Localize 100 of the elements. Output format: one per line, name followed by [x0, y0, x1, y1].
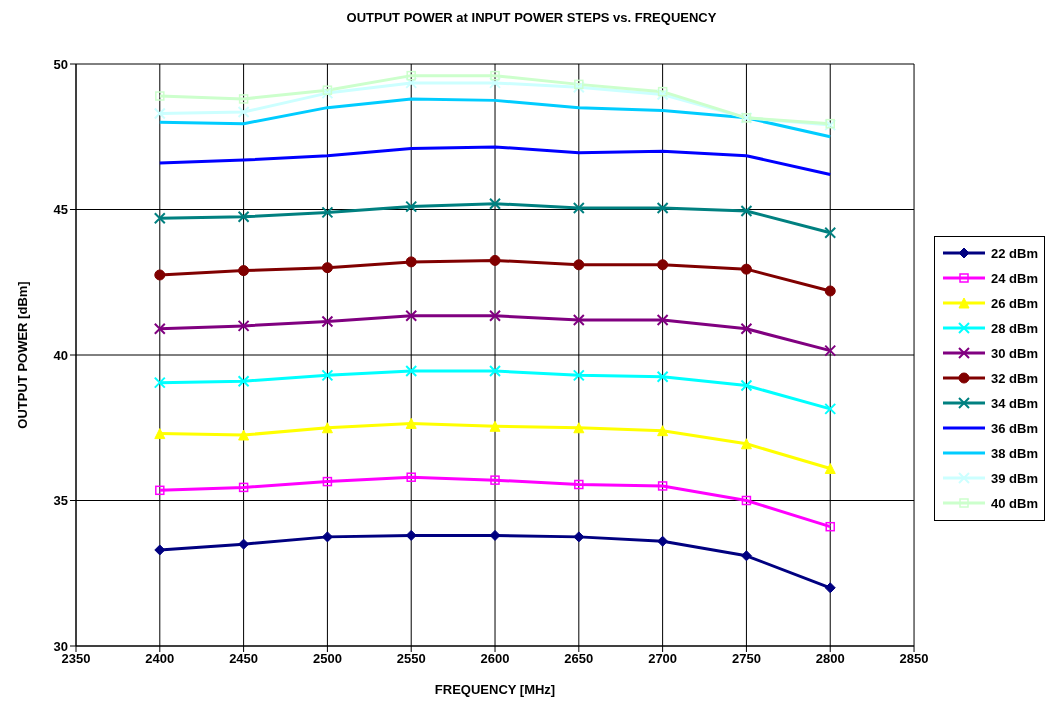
x-tick-label: 2650 — [564, 651, 594, 667]
point — [490, 475, 500, 485]
point — [656, 202, 669, 215]
point — [740, 204, 753, 217]
point — [824, 462, 836, 474]
point — [237, 319, 250, 332]
legend-label: 34 dBm — [991, 395, 1038, 411]
point — [154, 269, 166, 281]
point — [824, 402, 837, 415]
point — [489, 197, 502, 210]
point — [153, 376, 166, 389]
point — [825, 521, 835, 532]
point — [740, 379, 753, 392]
point — [237, 210, 250, 223]
legend-label: 26 dBm — [991, 295, 1038, 311]
point — [155, 485, 165, 496]
legend-label: 39 dBm — [991, 470, 1038, 486]
x-tick-label: 2400 — [145, 651, 175, 667]
point — [155, 91, 165, 101]
point — [824, 582, 836, 594]
y-axis-title: OUTPUT POWER [dBm] — [14, 281, 30, 429]
point — [657, 425, 669, 437]
point — [657, 535, 669, 547]
point — [405, 76, 418, 89]
y-tick-label: 50 — [53, 56, 68, 72]
legend-label: 36 dBm — [991, 420, 1038, 436]
point — [406, 70, 416, 81]
point — [405, 309, 418, 322]
legend-label: 38 dBm — [991, 445, 1038, 461]
y-tick-label: 40 — [53, 347, 68, 363]
point — [574, 79, 584, 90]
legend-label: 40 dBm — [991, 495, 1038, 511]
x-axis-title: FREQUENCY [MHz] — [434, 682, 556, 697]
point — [238, 265, 250, 277]
point — [321, 206, 334, 219]
x-tick-label: 2850 — [899, 651, 929, 667]
x-tick-label: 2800 — [815, 651, 845, 667]
line-series — [158, 145, 832, 177]
x-tick-label: 2350 — [61, 651, 91, 667]
x-tick-label: 2700 — [648, 651, 678, 667]
point — [490, 70, 500, 81]
point — [489, 309, 502, 322]
point — [657, 481, 668, 491]
point — [824, 285, 836, 297]
point — [321, 369, 334, 382]
point — [238, 94, 249, 104]
point — [322, 476, 333, 487]
point — [824, 226, 837, 239]
legend-label: 28 dBm — [991, 320, 1038, 336]
y-tick-label: 30 — [53, 638, 68, 654]
point — [740, 263, 752, 275]
point — [656, 314, 669, 327]
point — [572, 369, 585, 382]
point — [657, 259, 669, 271]
point — [154, 428, 166, 440]
point — [573, 422, 585, 434]
legend-label: 24 dBm — [991, 270, 1038, 286]
y-tick-label: 35 — [53, 493, 68, 509]
x-tick-label: 2600 — [480, 651, 510, 667]
point — [321, 315, 334, 328]
legend-label: 22 dBm — [991, 245, 1038, 261]
point — [153, 107, 166, 120]
point — [656, 370, 669, 383]
point — [405, 365, 418, 377]
legend-label: 32 dBm — [991, 370, 1038, 386]
point — [153, 212, 166, 225]
point — [489, 420, 501, 432]
x-tick-label: 2500 — [312, 651, 342, 667]
point — [824, 344, 837, 357]
point — [321, 87, 334, 100]
point — [237, 106, 250, 119]
legend-label: 30 dBm — [991, 345, 1038, 361]
point — [321, 422, 333, 434]
point — [740, 550, 752, 562]
point — [572, 81, 585, 94]
y-tick-label: 45 — [53, 202, 68, 218]
point — [489, 365, 502, 377]
point — [405, 256, 417, 268]
point — [573, 259, 585, 271]
point — [740, 322, 753, 335]
x-tick-label: 2450 — [229, 651, 259, 667]
point — [321, 262, 333, 274]
x-tick-label: 2750 — [731, 651, 761, 667]
point — [741, 495, 752, 506]
point — [657, 86, 668, 97]
point — [574, 479, 584, 490]
point — [238, 482, 249, 493]
point — [572, 314, 585, 327]
point — [740, 438, 752, 450]
point — [322, 85, 333, 95]
x-tick-label: 2550 — [396, 651, 426, 667]
point — [656, 88, 669, 101]
point — [405, 417, 417, 429]
line-series — [158, 97, 832, 139]
chart-title: OUTPUT POWER at INPUT POWER STEPS vs. FREQUENCY — [345, 9, 718, 27]
point — [489, 254, 501, 266]
point — [238, 429, 250, 441]
point — [405, 200, 418, 213]
point — [237, 375, 250, 388]
point — [153, 322, 166, 335]
